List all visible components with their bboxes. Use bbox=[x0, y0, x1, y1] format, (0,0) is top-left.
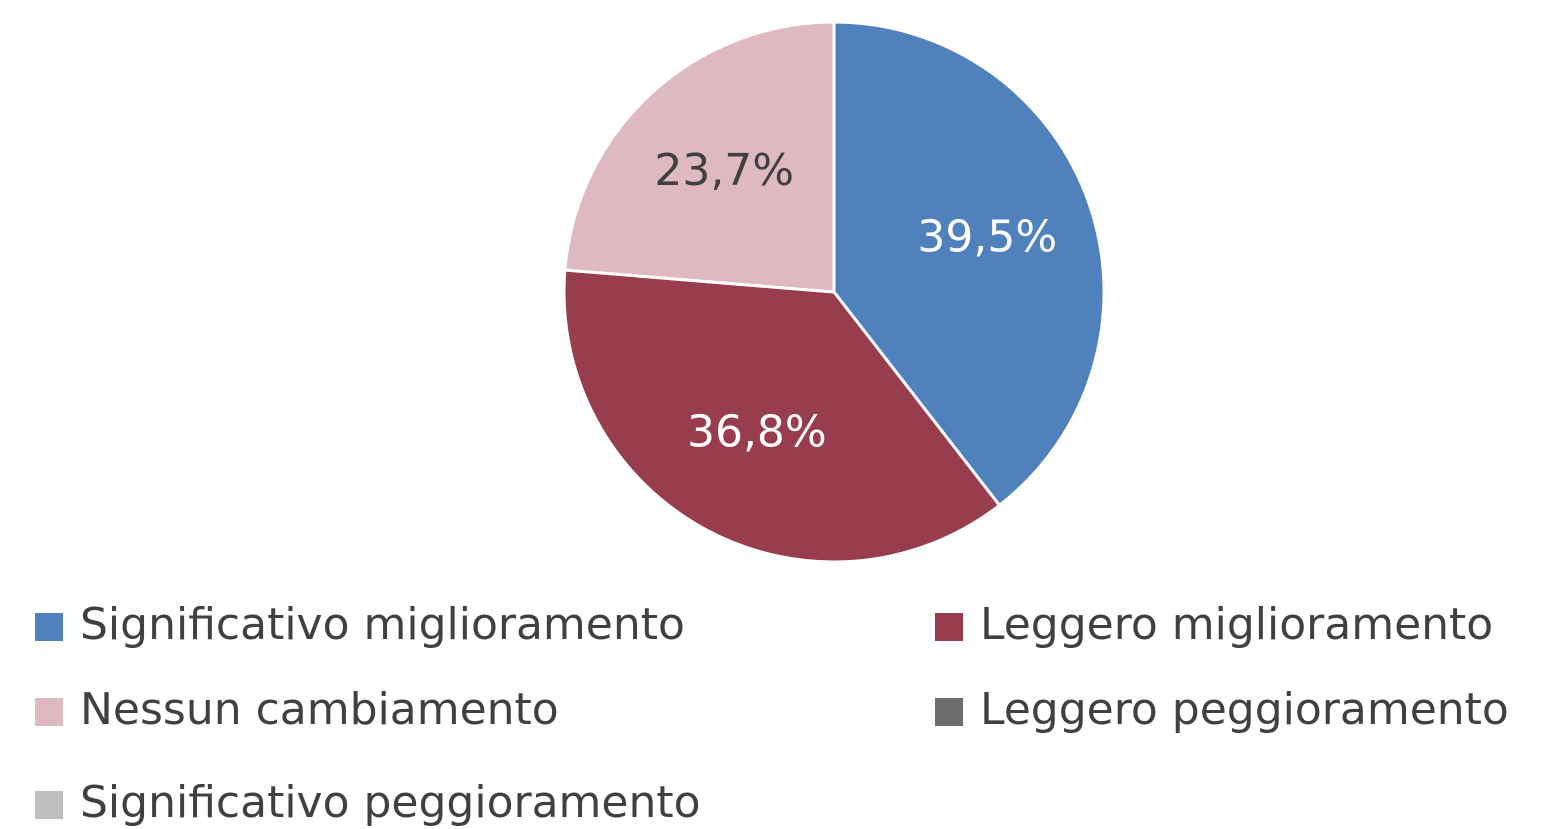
slice-label: 23,7% bbox=[654, 145, 794, 196]
legend-swatch bbox=[35, 791, 63, 819]
slice-label: 39,5% bbox=[917, 212, 1057, 263]
pie-slice bbox=[832, 20, 1106, 507]
legend-swatch bbox=[35, 613, 63, 641]
pie-slice bbox=[562, 268, 1001, 564]
legend-label: Significativo miglioramento bbox=[80, 599, 685, 650]
legend-label: Significativo peggioramento bbox=[80, 777, 701, 828]
slice-label: 36,8% bbox=[687, 406, 827, 457]
legend-label: Nessun cambiamento bbox=[80, 684, 559, 735]
legend-swatch bbox=[935, 698, 963, 726]
legend-label: Leggero peggioramento bbox=[980, 684, 1509, 735]
legend-swatch bbox=[935, 613, 963, 641]
legend-label: Leggero miglioramento bbox=[980, 599, 1493, 650]
pie-slice bbox=[563, 20, 836, 294]
legend-swatch bbox=[35, 698, 63, 726]
